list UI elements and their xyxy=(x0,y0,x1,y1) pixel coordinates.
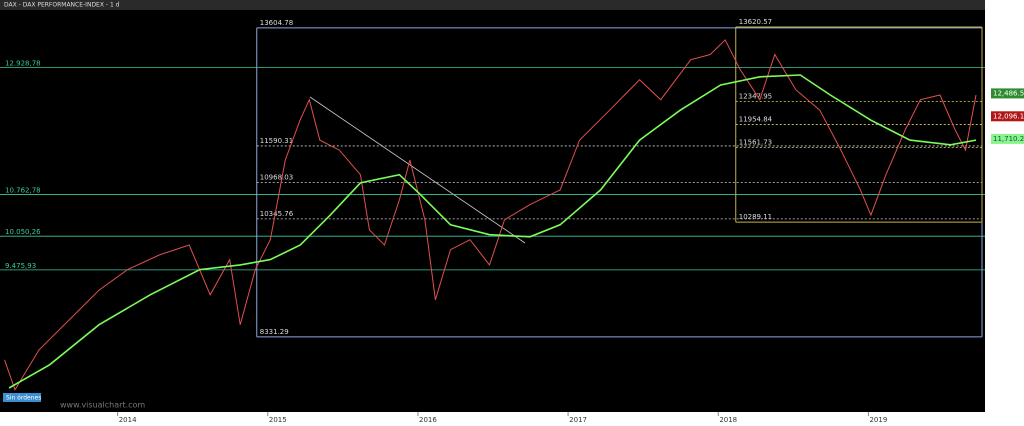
price-tag-label: 11,710.2 xyxy=(993,135,1024,143)
box-label: 13620.57 xyxy=(739,18,772,26)
price-tag-label: 12,096.11 xyxy=(993,112,1024,120)
x-tick-label: 2014 xyxy=(119,416,137,424)
fib-label: 10345.76 xyxy=(260,210,294,218)
y-axis-background xyxy=(985,0,1024,412)
box-label: 10289.11 xyxy=(739,213,772,221)
x-tick-label: 2016 xyxy=(419,416,437,424)
x-tick-label: 2018 xyxy=(719,416,737,424)
orders-button-label[interactable]: Sin órdenes xyxy=(6,395,41,402)
level-label: 9.475,93 xyxy=(5,262,36,270)
series-line xyxy=(8,74,977,389)
top-bar xyxy=(0,0,985,10)
level-label: 12.928,78 xyxy=(5,60,41,68)
level-label: 10.762,78 xyxy=(5,186,41,194)
price-tag xyxy=(991,88,1024,99)
price-tag-label: 12,486.51 xyxy=(993,89,1024,97)
fib-label: 11954.84 xyxy=(739,116,773,124)
x-axis-background xyxy=(0,412,1024,426)
series-line xyxy=(4,39,977,391)
price-tag xyxy=(991,111,1024,122)
box-label: 8331.29 xyxy=(260,328,289,336)
orders-button[interactable] xyxy=(3,393,41,402)
price-tag xyxy=(991,133,1024,144)
fib-label: 12347.95 xyxy=(739,93,772,101)
fib-label: 11590.31 xyxy=(260,137,293,145)
box-label: 13604.78 xyxy=(260,19,293,27)
watermark: www.visualchart.com xyxy=(60,401,145,410)
chart-title: DAX - DAX PERFORMANCE-INDEX - 1 d xyxy=(4,2,120,9)
level-label: 10.050,26 xyxy=(5,228,41,236)
x-tick-label: 2015 xyxy=(269,416,287,424)
fib-label: 10968.03 xyxy=(260,173,293,181)
x-tick-label: 2019 xyxy=(869,416,887,424)
x-tick-label: 2017 xyxy=(569,416,587,424)
fib-label: 11561.73 xyxy=(739,139,772,147)
plot-background xyxy=(0,0,985,412)
